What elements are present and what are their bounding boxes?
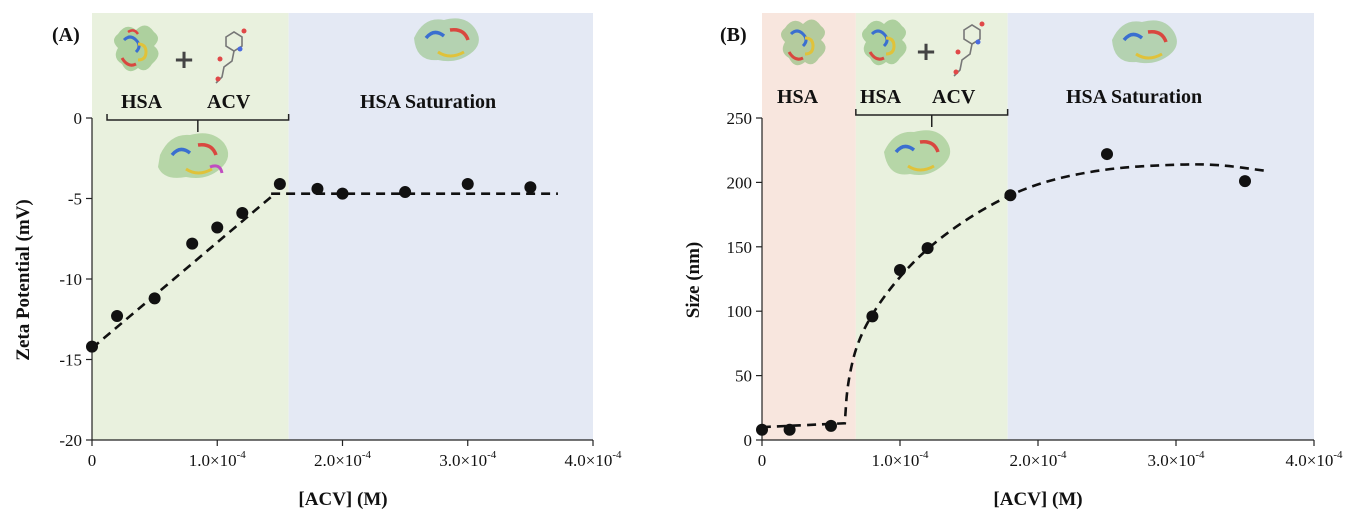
chart-a: 0 -5 -10 -15 -20 0 1.0×10-4 2.0×10-4 3.0×10-4 4.0… — [13, 13, 622, 510]
y-tick-label: 100 — [727, 302, 753, 321]
chart-a-points — [86, 178, 537, 353]
y-tick-label: 0 — [74, 109, 83, 128]
panel-b-y-axis-label: Size (nm) — [683, 242, 704, 319]
data-point — [756, 423, 768, 436]
y-tick-label: 0 — [744, 431, 753, 450]
panel-a-saturation-label: HSA Saturation — [360, 91, 496, 113]
panel-a-label: (A) — [52, 24, 80, 46]
x-tick-label: 2.0×10-4 — [314, 449, 372, 470]
panel-b-hsa-label: HSA — [777, 86, 819, 108]
y-tick-label: 200 — [727, 173, 753, 192]
chart-b: 0 50 100 150 200 250 0 1.0×10-4 2.0×10-4 3.0×10-4… — [683, 13, 1343, 510]
data-point — [1101, 148, 1113, 161]
panel-a-plus-icon: + — [173, 45, 195, 75]
data-point — [921, 242, 934, 255]
chart-b-fit-lines — [761, 163, 1266, 429]
data-point — [894, 263, 906, 276]
data-point — [186, 237, 199, 250]
chart-b-tick-labels: 0 50 100 150 200 250 0 1.0×10-4 2.0×10-4 3.0×10-4… — [727, 109, 1343, 470]
x-tick-label: 0 — [88, 451, 97, 470]
data-point — [1004, 189, 1017, 202]
data-point — [336, 187, 349, 200]
chart-b-points — [756, 148, 1251, 436]
y-tick-label: 150 — [727, 238, 753, 257]
x-tick-label: 0 — [758, 451, 767, 470]
data-point — [311, 182, 324, 195]
panel-b-protein-complex-icon-1 — [884, 130, 951, 175]
panel-b-hsa2-label: HSA — [860, 86, 902, 108]
panel-b-x-axis-label: [ACV] (M) — [993, 489, 1082, 510]
data-point — [399, 186, 412, 199]
y-tick-label: -20 — [59, 431, 82, 450]
panel-b-protein-icon-1 — [781, 19, 826, 66]
chart-a-regions — [92, 13, 593, 440]
panel-a-acv-label: ACV — [207, 91, 251, 113]
panel-b-molecule-icon — [953, 21, 985, 77]
panel-a-bracket — [106, 114, 290, 132]
region-pink — [762, 13, 856, 440]
region-blue — [1007, 13, 1314, 440]
y-tick-label: 250 — [727, 109, 753, 128]
region-blue — [288, 13, 593, 440]
panel-a-protein-icon-1 — [114, 25, 159, 72]
panel-b-protein-complex-icon-2 — [1112, 20, 1177, 64]
panel-b-acv-label: ACV — [932, 86, 976, 108]
data-point — [1239, 175, 1251, 188]
chart-a-tick-labels: 0 -5 -10 -15 -20 0 1.0×10-4 2.0×10-4 3.0×10-4 4.0… — [59, 109, 622, 470]
data-point — [211, 221, 224, 234]
y-tick-label: -10 — [59, 270, 82, 289]
fit-line — [91, 195, 272, 350]
panel-b-label: (B) — [720, 24, 747, 46]
data-point — [86, 340, 98, 353]
x-tick-label: 1.0×10-4 — [871, 449, 929, 470]
data-point — [866, 310, 879, 323]
region-green — [92, 13, 289, 440]
panel-b-bracket — [855, 109, 1009, 127]
panel-b-protein-icon-2 — [862, 19, 907, 66]
data-point — [825, 419, 837, 432]
y-tick-label: -15 — [59, 351, 82, 370]
panel-a-x-axis-label: [ACV] (M) — [298, 489, 387, 510]
panel-b-saturation-label: HSA Saturation — [1066, 86, 1202, 108]
chart-b-axes — [756, 117, 1315, 446]
x-tick-label: 4.0×10-4 — [564, 449, 622, 470]
data-point — [148, 292, 161, 305]
panel-b-plus-icon: + — [915, 37, 937, 67]
x-tick-label: 1.0×10-4 — [189, 449, 247, 470]
x-tick-label: 2.0×10-4 — [1009, 449, 1067, 470]
y-tick-label: 50 — [735, 367, 752, 386]
panel-a-hsa-label: HSA — [121, 91, 163, 113]
data-point — [524, 181, 537, 194]
data-point — [783, 423, 796, 436]
x-tick-label: 4.0×10-4 — [1285, 449, 1343, 470]
data-point — [461, 178, 474, 191]
fit-line — [761, 163, 1266, 429]
panel-a-protein-complex-icon-2 — [414, 18, 479, 62]
panel-a-protein-complex-icon-1 — [158, 133, 229, 178]
data-point — [236, 206, 249, 219]
chart-b-regions — [762, 13, 1314, 440]
y-tick-label: -5 — [68, 190, 82, 209]
data-point — [111, 310, 124, 323]
panel-a-y-axis-label: Zeta Potential (mV) — [13, 199, 34, 360]
chart-a-axes — [86, 117, 594, 446]
data-point — [273, 178, 286, 191]
panel-a-molecule-icon — [215, 28, 247, 84]
x-tick-label: 3.0×10-4 — [439, 449, 497, 470]
region-green — [855, 13, 1008, 440]
x-tick-label: 3.0×10-4 — [1147, 449, 1205, 470]
